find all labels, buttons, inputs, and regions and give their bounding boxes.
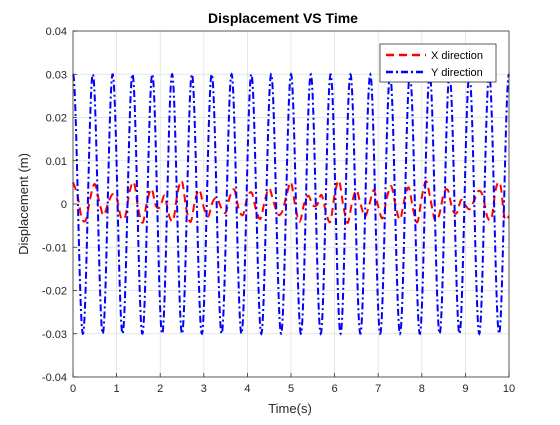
y-tick-label: 0 — [61, 199, 67, 211]
ticks: 0 1 2 3 4 5 6 7 8 9 10 -0.04 -0.03 -0.02 -0.01 0 0.01 0.0… — [42, 26, 515, 395]
y-tick-label: -0.02 — [42, 286, 67, 298]
legend-label-y-direction: Y direction — [431, 67, 483, 79]
y-tick-label: 0.02 — [46, 113, 67, 125]
x-tick-label: 0 — [70, 383, 76, 395]
x-tick-label: 8 — [419, 383, 425, 395]
chart-title: Displacement VS Time — [208, 10, 358, 26]
y-tick-label: -0.01 — [42, 242, 67, 254]
legend-label-x-direction: X direction — [431, 50, 483, 62]
x-tick-label: 9 — [462, 383, 468, 395]
y-tick-label: -0.04 — [42, 372, 67, 384]
legend-box — [379, 43, 497, 83]
x-tick-label: 2 — [157, 383, 163, 395]
y-tick-label: 0.03 — [46, 69, 67, 81]
x-tick-label: 3 — [201, 383, 207, 395]
x-tick-label: 6 — [332, 383, 338, 395]
y-axis-label: Displacement (m) — [16, 153, 31, 255]
x-tick-label: 4 — [244, 383, 250, 395]
y-tick-label: 0.01 — [46, 156, 67, 168]
y-tick-label: -0.03 — [42, 329, 67, 341]
legend: X direction Y direction — [379, 43, 497, 83]
series-line-y-direction — [72, 72, 510, 336]
x-tick-label: 10 — [503, 383, 515, 395]
x-tick-label: 1 — [114, 383, 120, 395]
series-line-x-direction — [72, 179, 510, 225]
x-tick-label: 7 — [375, 383, 381, 395]
x-axis-label: Time(s) — [268, 401, 312, 416]
x-tick-label: 5 — [288, 383, 294, 395]
plot-area — [72, 72, 510, 336]
y-tick-label: 0.04 — [46, 26, 67, 38]
